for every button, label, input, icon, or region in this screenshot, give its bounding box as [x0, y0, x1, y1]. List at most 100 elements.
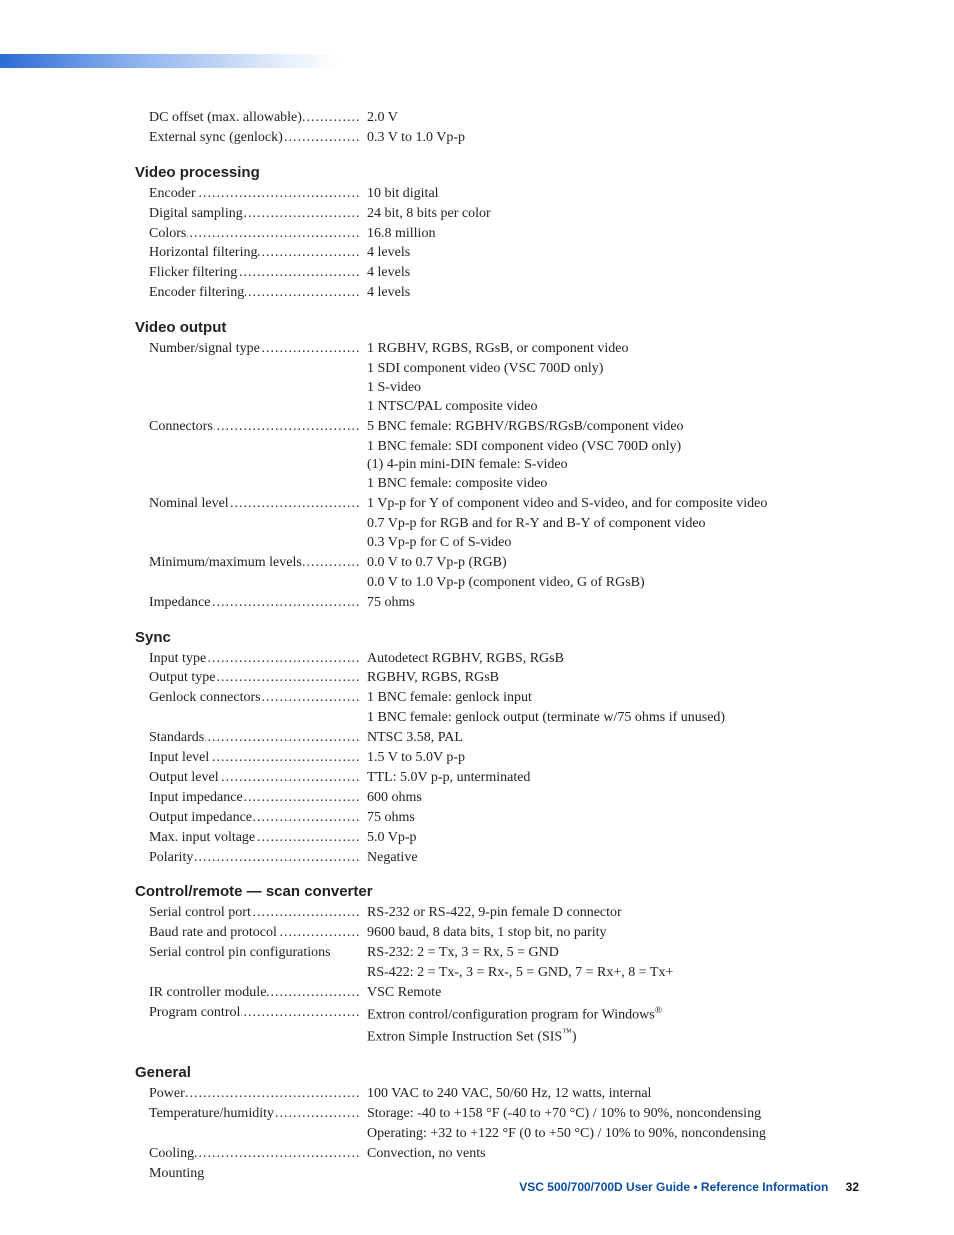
spec-value: Storage: -40 to +158 °F (-40 to +70 °C) …: [359, 1105, 859, 1124]
spec-label: Minimum/maximum levels: [149, 554, 359, 573]
spec-label: Impedance: [149, 594, 359, 613]
spec-row: Serial control pin configurationsRS-232:…: [149, 944, 859, 963]
spec-sections: Video processing Encoder10 bit digitalDig…: [135, 164, 859, 1184]
spec-row: DC offset (max. allowable)2.0 V: [149, 109, 859, 128]
spec-row: Power100 VAC to 240 VAC, 50/60 Hz, 12 wa…: [149, 1085, 859, 1104]
spec-row: Minimum/maximum levels0.0 V to 0.7 Vp-p …: [149, 554, 859, 573]
spec-row: StandardsNTSC 3.58, PAL: [149, 729, 859, 748]
spec-row: Program controlExtron control/configurat…: [149, 1004, 859, 1026]
spec-value-continuation: RS-422: 2 = Tx-, 3 = Rx-, 5 = GND, 7 = R…: [367, 964, 859, 983]
spec-label: Input type: [149, 650, 359, 669]
spec-value-continuation: (1) 4-pin mini-DIN female: S-video: [367, 456, 859, 475]
spec-label: External sync (genlock): [149, 129, 359, 148]
spec-row: Output levelTTL: 5.0V p-p, unterminated: [149, 769, 859, 788]
spec-row: External sync (genlock)0.3 V to 1.0 Vp-p: [149, 129, 859, 148]
spec-row: Baud rate and protocol9600 baud, 8 data …: [149, 924, 859, 943]
spec-value: 75 ohms: [359, 809, 859, 828]
spec-label: Cooling: [149, 1145, 359, 1164]
spec-value-continuation: 1 BNC female: composite video: [367, 475, 859, 494]
spec-value-continuation: Operating: +32 to +122 °F (0 to +50 °C) …: [367, 1125, 859, 1144]
spec-row: Connectors5 BNC female: RGBHV/RGBS/RGsB/…: [149, 418, 859, 437]
spec-row: Horizontal filtering4 levels: [149, 244, 859, 263]
section-heading: Control/remote — scan converter: [135, 883, 859, 900]
spec-value: 4 levels: [359, 244, 859, 263]
page-content: DC offset (max. allowable)2.0 VExternal …: [0, 0, 954, 1224]
spec-row: Encoder10 bit digital: [149, 185, 859, 204]
spec-label: Power: [149, 1085, 359, 1104]
spec-label: Number/signal type: [149, 340, 359, 359]
spec-value: 4 levels: [359, 284, 859, 303]
spec-row: Output impedance75 ohms: [149, 809, 859, 828]
spec-label: Digital sampling: [149, 205, 359, 224]
spec-row: PolarityNegative: [149, 849, 859, 868]
spec-value: 600 ohms: [359, 789, 859, 808]
spec-label: Colors: [149, 225, 359, 244]
spec-label: Connectors: [149, 418, 359, 437]
spec-value-continuation: 0.3 Vp-p for C of S-video: [367, 534, 859, 553]
spec-label: DC offset (max. allowable): [149, 109, 359, 128]
spec-value-continuation: 1 NTSC/PAL composite video: [367, 398, 859, 417]
spec-label: Program control: [149, 1004, 359, 1023]
spec-label: Input impedance: [149, 789, 359, 808]
spec-row: Encoder filtering4 levels: [149, 284, 859, 303]
spec-label: Standards: [149, 729, 359, 748]
spec-value-continuation: Extron Simple Instruction Set (SIS™): [367, 1026, 859, 1048]
spec-value: VSC Remote: [359, 984, 859, 1003]
spec-row: Serial control portRS-232 or RS-422, 9-p…: [149, 904, 859, 923]
spec-label: Encoder filtering: [149, 284, 359, 303]
spec-value-continuation: 1 S-video: [367, 379, 859, 398]
spec-row: Input impedance600 ohms: [149, 789, 859, 808]
spec-value-continuation: 1 BNC female: genlock output (terminate …: [367, 709, 859, 728]
spec-value: 24 bit, 8 bits per color: [359, 205, 859, 224]
spec-row: CoolingConvection, no vents: [149, 1145, 859, 1164]
spec-label: Output level: [149, 769, 359, 788]
spec-value: TTL: 5.0V p-p, unterminated: [359, 769, 859, 788]
footer-page-number: 32: [846, 1180, 859, 1194]
spec-label: IR controller module: [149, 984, 359, 1003]
spec-value: 4 levels: [359, 264, 859, 283]
spec-row: Genlock connectors1 BNC female: genlock …: [149, 689, 859, 708]
spec-value: 9600 baud, 8 data bits, 1 stop bit, no p…: [359, 924, 859, 943]
spec-value: 100 VAC to 240 VAC, 50/60 Hz, 12 watts, …: [359, 1085, 859, 1104]
spec-value: NTSC 3.58, PAL: [359, 729, 859, 748]
spec-row: Nominal level1 Vp-p for Y of component v…: [149, 495, 859, 514]
spec-row: Colors16.8 million: [149, 225, 859, 244]
spec-row: Input level1.5 V to 5.0V p-p: [149, 749, 859, 768]
spec-value: 75 ohms: [359, 594, 859, 613]
intro-specs: DC offset (max. allowable)2.0 VExternal …: [135, 109, 859, 148]
spec-value: 1 Vp-p for Y of component video and S-vi…: [359, 495, 859, 514]
spec-label: Flicker filtering: [149, 264, 359, 283]
spec-label: Polarity: [149, 849, 359, 868]
spec-row: Output typeRGBHV, RGBS, RGsB: [149, 669, 859, 688]
section-heading: Video processing: [135, 164, 859, 181]
spec-label: Serial control pin configurations: [149, 944, 359, 963]
spec-value: RGBHV, RGBS, RGsB: [359, 669, 859, 688]
spec-label: Temperature/humidity: [149, 1105, 359, 1124]
spec-row: Temperature/humidityStorage: -40 to +158…: [149, 1105, 859, 1124]
section-heading: General: [135, 1064, 859, 1081]
spec-value: 1.5 V to 5.0V p-p: [359, 749, 859, 768]
section-heading: Sync: [135, 629, 859, 646]
spec-value: RS-232: 2 = Tx, 3 = Rx, 5 = GND: [359, 944, 859, 963]
spec-value-continuation: 0.0 V to 1.0 Vp-p (component video, G of…: [367, 574, 859, 593]
spec-value-continuation: 0.7 Vp-p for RGB and for R-Y and B-Y of …: [367, 515, 859, 534]
spec-value: 5.0 Vp-p: [359, 829, 859, 848]
spec-value: 1 RGBHV, RGBS, RGsB, or component video: [359, 340, 859, 359]
spec-value: Convection, no vents: [359, 1145, 859, 1164]
spec-value: 2.0 V: [359, 109, 859, 128]
spec-row: Input typeAutodetect RGBHV, RGBS, RGsB: [149, 650, 859, 669]
spec-row: Digital sampling24 bit, 8 bits per color: [149, 205, 859, 224]
spec-row: Impedance75 ohms: [149, 594, 859, 613]
spec-value: 1 BNC female: genlock input: [359, 689, 859, 708]
spec-row: Flicker filtering4 levels: [149, 264, 859, 283]
spec-value: Extron control/configuration program for…: [359, 1004, 859, 1026]
spec-value: Autodetect RGBHV, RGBS, RGsB: [359, 650, 859, 669]
spec-row: Max. input voltage5.0 Vp-p: [149, 829, 859, 848]
spec-label: Baud rate and protocol: [149, 924, 359, 943]
spec-label: Genlock connectors: [149, 689, 359, 708]
spec-value: 5 BNC female: RGBHV/RGBS/RGsB/component …: [359, 418, 859, 437]
spec-value-continuation: 1 SDI component video (VSC 700D only): [367, 360, 859, 379]
spec-value: 0.3 V to 1.0 Vp-p: [359, 129, 859, 148]
spec-value: 10 bit digital: [359, 185, 859, 204]
spec-label: Output impedance: [149, 809, 359, 828]
